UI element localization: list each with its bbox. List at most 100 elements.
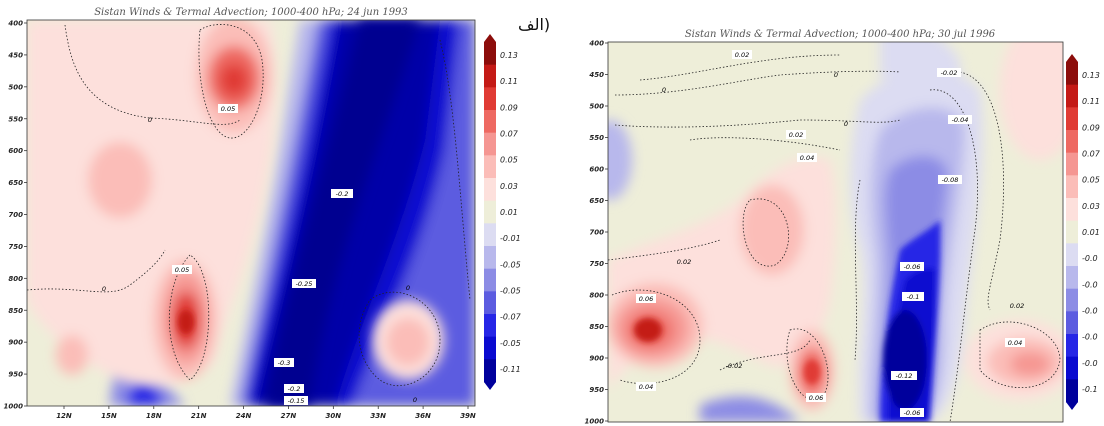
colorbar-label: -0.05 xyxy=(500,260,521,269)
colorbar-swatch xyxy=(1066,130,1078,154)
colorbar-swatch xyxy=(1066,311,1078,335)
contour-label: -0.2 xyxy=(288,385,301,393)
right-colorbar: 0.13 0.11 0.09 0.07 0.05 0.03 0.01 -0.0 -0.0 -0.0… xyxy=(1066,54,1101,410)
colorbar-label: -0.07 xyxy=(500,313,522,322)
x-tick-label: 30N xyxy=(326,412,342,420)
colorbar-label: 0.11 xyxy=(500,77,518,86)
y-tick-label: 950 xyxy=(8,371,23,379)
contour-label: 0 xyxy=(102,285,106,293)
contour-label: 0.02 xyxy=(677,258,691,266)
y-tick-label: 450 xyxy=(589,71,604,79)
y-tick-label: 600 xyxy=(8,147,23,155)
right-chart: Sistan Winds & Termal Advection; 1000-40… xyxy=(585,29,1101,426)
colorbar-swatch xyxy=(484,155,496,179)
right-y-axis: 400 450 500 550 600 650 700 750 800 850 900 950 1000 xyxy=(585,40,608,426)
contour-label: -0.02 xyxy=(726,362,743,370)
y-tick-label: 750 xyxy=(8,243,23,251)
y-tick-label: 900 xyxy=(8,339,23,347)
colorbar-label: 0.03 xyxy=(1082,202,1100,211)
colorbar-swatch xyxy=(1066,243,1078,267)
y-tick-label: 700 xyxy=(589,229,604,237)
left-y-axis: 400 450 500 550 600 650 700 750 800 850 900 950 1000 xyxy=(4,20,27,411)
colorbar-label: -0.0 xyxy=(1082,280,1098,289)
colorbar-label: -0.0 xyxy=(1082,359,1098,368)
y-tick-label: 800 xyxy=(589,292,604,300)
x-tick-label: 24N xyxy=(236,412,252,420)
colorbar-swatch xyxy=(1066,266,1078,290)
left-panel-label: (الف xyxy=(518,15,550,34)
contour-label: 0.06 xyxy=(639,295,653,303)
left-colorbar: 0.13 0.11 0.09 0.07 0.05 0.03 0.01 -0.01 -0.05 -0… xyxy=(484,34,522,390)
y-tick-label: 550 xyxy=(589,134,604,142)
colorbar-label: 0.11 xyxy=(1082,97,1100,106)
colorbar-label: 0.09 xyxy=(500,103,518,112)
colorbar-swatch xyxy=(484,64,496,88)
left-x-axis: 12N 15N 18N 21N 24N 27N 30N 33N 36N 39N xyxy=(56,406,476,420)
colorbar-label: 0.13 xyxy=(1082,71,1100,80)
colorbar-swatch xyxy=(1066,220,1078,244)
colorbar-swatch xyxy=(484,314,496,338)
y-tick-label: 700 xyxy=(8,211,23,219)
colorbar-label: 0.07 xyxy=(500,130,519,139)
colorbar-swatch xyxy=(1066,62,1078,86)
colorbar-arrow-bottom xyxy=(484,382,496,390)
x-tick-label: 18N xyxy=(146,412,162,420)
colorbar-swatch xyxy=(1066,175,1078,199)
y-tick-label: 900 xyxy=(589,355,604,363)
contour-label: 0.04 xyxy=(800,154,814,162)
left-chart-title: Sistan Winds & Termal Advection; 1000-40… xyxy=(94,7,408,18)
y-tick-label: 500 xyxy=(589,103,604,111)
y-tick-label: 400 xyxy=(8,20,23,28)
colorbar-label: -0.01 xyxy=(500,234,521,243)
colorbar-label: -0.05 xyxy=(500,286,521,295)
colorbar-swatch xyxy=(484,268,496,292)
contour-label: 0 xyxy=(148,116,152,124)
contour-label: 0 xyxy=(406,284,410,292)
contour-label: 0.02 xyxy=(1010,302,1024,310)
contour-label: -0.02 xyxy=(941,69,958,77)
contour-label: -0.1 xyxy=(907,293,920,301)
right-chart-title: Sistan Winds & Termal Advection; 1000-40… xyxy=(685,29,996,40)
colorbar-arrow-bottom xyxy=(1066,402,1078,410)
contour-label: -0.12 xyxy=(896,372,913,380)
colorbar-swatch xyxy=(1066,334,1078,358)
colorbar-swatch xyxy=(484,336,496,360)
x-tick-label: 36N xyxy=(415,412,431,420)
colorbar-label: 0.03 xyxy=(500,182,518,191)
colorbar-label: -0.0 xyxy=(1082,254,1098,263)
colorbar-swatch xyxy=(1066,288,1078,312)
colorbar-swatch xyxy=(484,178,496,202)
left-chart: Sistan Winds & Termal Advection; 1000-40… xyxy=(4,7,551,420)
right-contour-labels: 0.02 0 -0.02 0 0.02 0 0.04 -0.04 -0.08 -… xyxy=(636,50,1025,417)
contour-label: -0.3 xyxy=(278,359,291,367)
contour-label: 0.05 xyxy=(221,105,235,113)
contour-label: -0.04 xyxy=(952,116,969,124)
contour-label: 0 xyxy=(834,71,838,79)
contour-label: 0.02 xyxy=(789,131,803,139)
contour-label: -0.25 xyxy=(296,280,313,288)
contour-label: 0.04 xyxy=(639,383,653,391)
contour-label: 0.04 xyxy=(1008,339,1022,347)
x-tick-label: 27N xyxy=(281,412,297,420)
contour-label: 0 xyxy=(844,120,848,128)
colorbar-swatch xyxy=(1066,356,1078,380)
colorbar-swatch xyxy=(484,246,496,270)
y-tick-label: 1000 xyxy=(585,418,605,426)
colorbar-swatch xyxy=(484,42,496,66)
x-tick-label: 33N xyxy=(370,412,386,420)
colorbar-swatch xyxy=(484,223,496,247)
contour-label: 0.05 xyxy=(175,266,189,274)
y-tick-label: 650 xyxy=(8,179,23,187)
contour-label: 0.06 xyxy=(809,394,823,402)
right-heatmap-field xyxy=(608,42,1063,422)
left-heatmap-field xyxy=(27,20,475,406)
contour-label: 0 xyxy=(413,396,417,404)
y-tick-label: 750 xyxy=(589,260,604,268)
colorbar-label: -0.11 xyxy=(500,365,521,374)
y-tick-label: 600 xyxy=(589,166,604,174)
contour-label: -0.06 xyxy=(904,409,921,417)
colorbar-swatch xyxy=(1066,198,1078,222)
y-tick-label: 1000 xyxy=(4,403,24,411)
y-tick-label: 850 xyxy=(589,323,604,331)
